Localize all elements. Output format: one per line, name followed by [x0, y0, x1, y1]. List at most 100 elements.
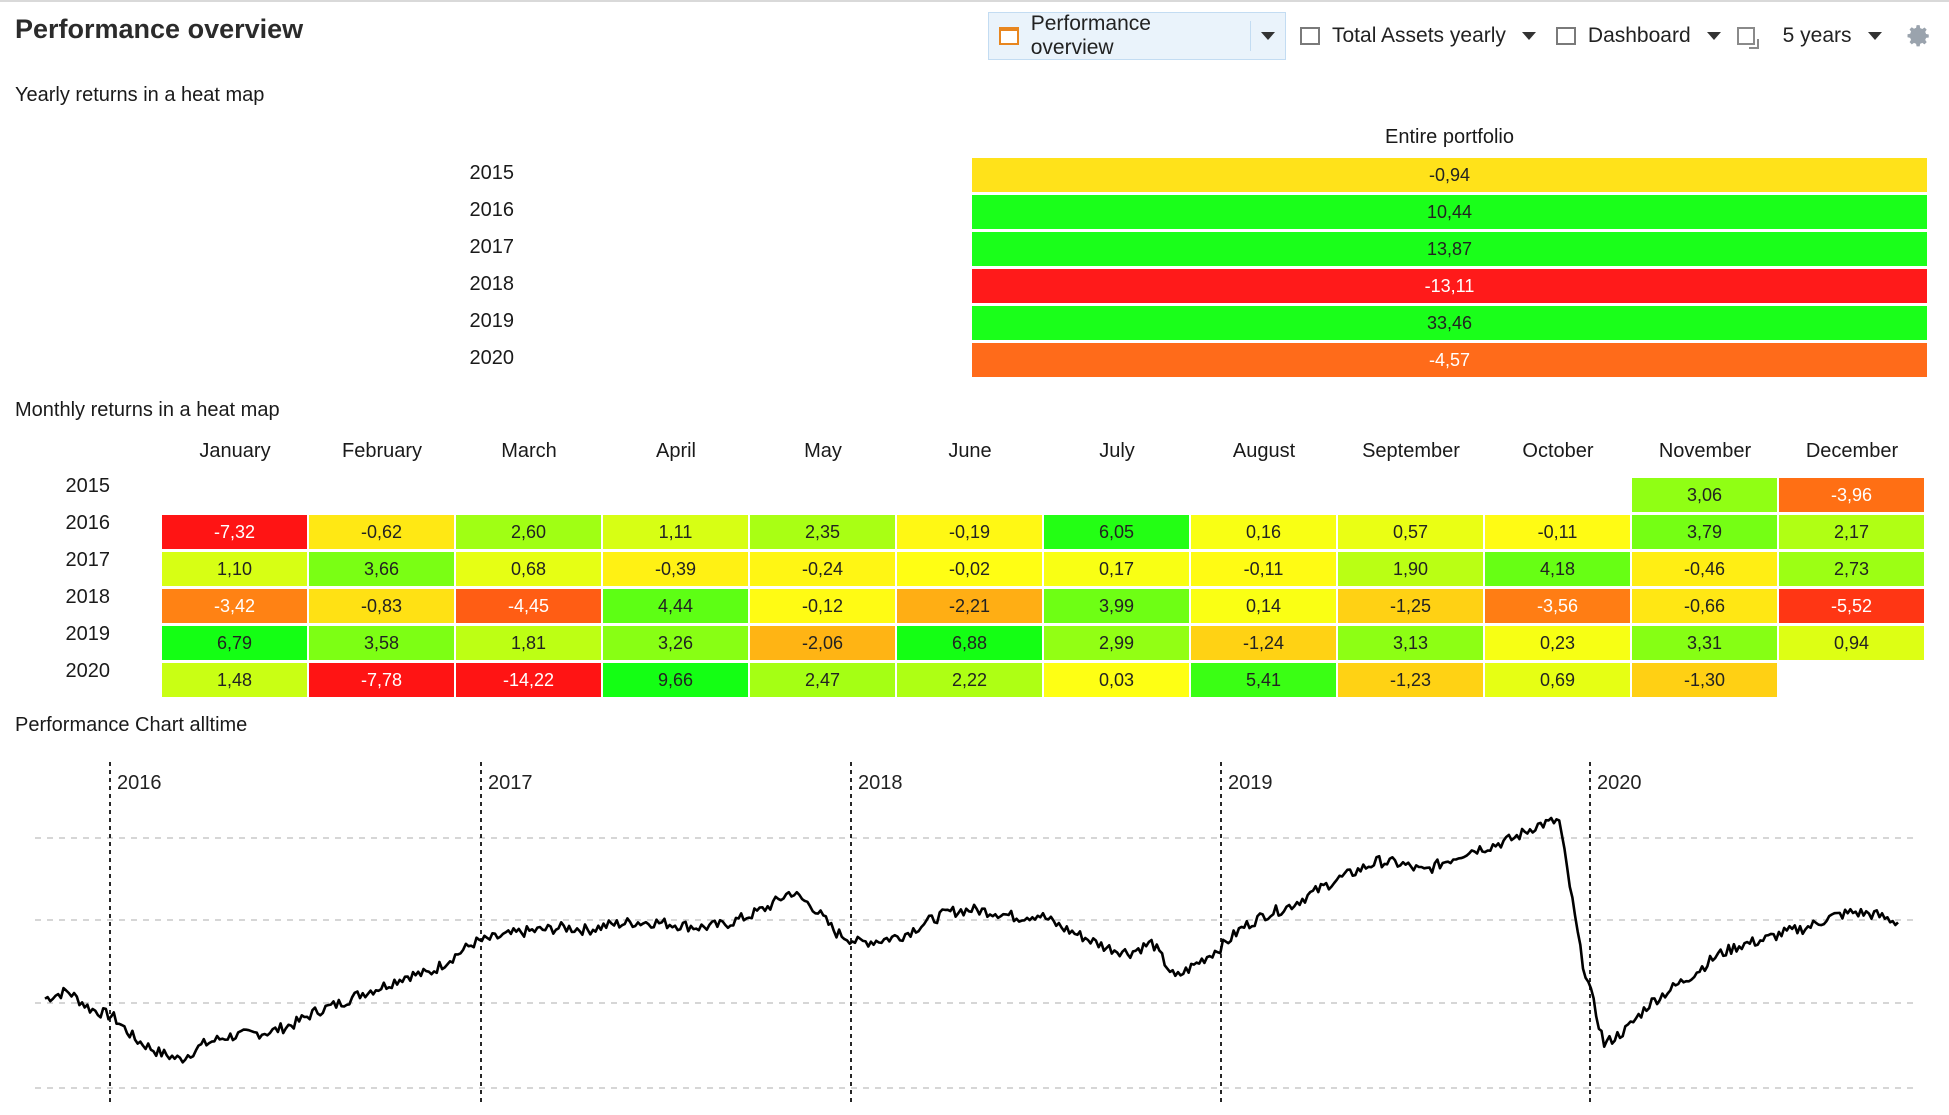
month-value-cell[interactable]: 0,68 [456, 552, 601, 586]
month-value-cell[interactable]: -0,11 [1191, 552, 1336, 586]
month-value-cell[interactable]: 1,90 [1338, 552, 1483, 586]
month-value-cell[interactable]: 0,03 [1044, 663, 1189, 697]
month-value-cell[interactable]: -1,30 [1632, 663, 1777, 697]
chart-section-label: Performance Chart alltime [15, 714, 248, 736]
month-value-cell[interactable]: 6,88 [897, 626, 1042, 660]
month-value-cell[interactable]: 1,48 [162, 663, 307, 697]
chart-view-icon [999, 27, 1019, 45]
gear-icon[interactable] [1906, 23, 1932, 49]
month-value-cell[interactable]: 2,60 [456, 515, 601, 549]
month-value-cell[interactable]: -3,56 [1485, 589, 1630, 623]
month-header: January [199, 440, 271, 462]
period-select[interactable]: 5 years [1773, 12, 1892, 60]
month-value-cell[interactable]: 2,47 [750, 663, 895, 697]
chevron-down-icon[interactable] [1867, 32, 1882, 40]
month-value-cell[interactable]: 3,58 [309, 626, 454, 660]
yearly-row: 2019 33,46 [0, 306, 1949, 343]
month-value-cell[interactable]: -1,25 [1338, 589, 1483, 623]
month-value-cell[interactable]: 0,17 [1044, 552, 1189, 586]
month-value-cell[interactable]: 3,26 [603, 626, 748, 660]
month-value-cell[interactable]: -1,24 [1191, 626, 1336, 660]
month-value-cell[interactable]: 6,05 [1044, 515, 1189, 549]
month-value-cell[interactable]: 0,14 [1191, 589, 1336, 623]
month-value-cell[interactable]: -0,02 [897, 552, 1042, 586]
month-value-cell[interactable]: 0,57 [1338, 515, 1483, 549]
yearly-value-cell[interactable]: 33,46 [972, 306, 1927, 340]
month-value-cell[interactable]: -0,19 [897, 515, 1042, 549]
month-value-cell[interactable]: -7,78 [309, 663, 454, 697]
yearly-row: 2020 -4,57 [0, 343, 1949, 380]
month-value-cell[interactable]: -0,39 [603, 552, 748, 586]
month-value-cell[interactable]: 3,06 [1632, 478, 1777, 512]
month-value-cell[interactable]: -0,46 [1632, 552, 1777, 586]
month-value-cell[interactable]: 0,23 [1485, 626, 1630, 660]
month-value-cell[interactable]: 2,17 [1779, 515, 1924, 549]
month-value-cell[interactable]: 3,13 [1338, 626, 1483, 660]
month-value-cell[interactable]: 0,16 [1191, 515, 1336, 549]
month-value-cell[interactable]: -0,66 [1632, 589, 1777, 623]
year-tick-label: 2018 [858, 772, 903, 794]
year-label: 2020 [469, 347, 515, 369]
month-value-cell[interactable]: 3,99 [1044, 589, 1189, 623]
new-chart-button[interactable] [1731, 12, 1773, 60]
month-header: July [1099, 440, 1135, 462]
month-value-cell[interactable]: -0,62 [309, 515, 454, 549]
yearly-row: 2016 10,44 [0, 195, 1949, 232]
yearly-value-cell[interactable]: -4,57 [972, 343, 1927, 377]
month-value-cell[interactable]: 0,69 [1485, 663, 1630, 697]
month-value-cell[interactable]: -0,24 [750, 552, 895, 586]
month-value-cell[interactable]: 5,41 [1191, 663, 1336, 697]
chevron-down-icon[interactable] [1261, 32, 1275, 40]
month-value-cell[interactable]: -7,32 [162, 515, 307, 549]
month-value-cell[interactable]: -14,22 [456, 663, 601, 697]
top-border [0, 0, 1949, 2]
month-value-cell[interactable]: 3,79 [1632, 515, 1777, 549]
month-value-cell[interactable]: 4,18 [1485, 552, 1630, 586]
month-value-cell[interactable]: -4,45 [456, 589, 601, 623]
month-value-cell[interactable]: 2,99 [1044, 626, 1189, 660]
year-label: 2016 [65, 512, 111, 534]
month-value-cell[interactable]: -3,42 [162, 589, 307, 623]
view-total-assets-yearly-button[interactable]: Total Assets yearly [1290, 12, 1546, 60]
month-value-cell[interactable]: -1,23 [1338, 663, 1483, 697]
month-value-cell[interactable]: -2,06 [750, 626, 895, 660]
toolbar: Performance overview Total Assets yearly… [988, 11, 1932, 61]
view-dashboard-button[interactable]: Dashboard [1546, 12, 1731, 60]
month-value-cell[interactable]: 9,66 [603, 663, 748, 697]
month-value-cell[interactable]: -0,12 [750, 589, 895, 623]
month-value-cell[interactable]: 2,35 [750, 515, 895, 549]
new-chart-icon [1736, 27, 1759, 49]
view-label: Dashboard [1587, 24, 1691, 47]
view-performance-overview-button[interactable]: Performance overview [988, 12, 1286, 60]
month-value-cell[interactable]: -2,21 [897, 589, 1042, 623]
month-value-cell[interactable]: 2,22 [897, 663, 1042, 697]
month-value-cell[interactable]: 3,66 [309, 552, 454, 586]
performance-chart[interactable]: 2016 2017 2018 2019 2020 [0, 750, 1949, 1115]
year-label: 2019 [469, 310, 515, 332]
month-value-cell[interactable]: 1,10 [162, 552, 307, 586]
yearly-value-cell[interactable]: 13,87 [972, 232, 1927, 266]
month-value-cell[interactable]: -3,96 [1779, 478, 1924, 512]
month-value-cell[interactable]: 2,73 [1779, 552, 1924, 586]
month-value-cell[interactable]: 6,79 [162, 626, 307, 660]
month-value-cell[interactable]: 3,31 [1632, 626, 1777, 660]
month-value-cell[interactable]: -0,11 [1485, 515, 1630, 549]
month-value-cell[interactable]: 1,81 [456, 626, 601, 660]
month-value-cell[interactable]: -0,83 [309, 589, 454, 623]
yearly-column-header: Entire portfolio [1385, 126, 1514, 148]
month-value-cell[interactable]: 0,94 [1779, 626, 1924, 660]
month-value-cell[interactable]: -5,52 [1779, 589, 1924, 623]
yearly-row: 2017 13,87 [0, 232, 1949, 269]
monthly-section-label: Monthly returns in a heat map [15, 399, 280, 421]
month-header: November [1658, 440, 1752, 462]
chevron-down-icon[interactable] [1706, 32, 1721, 40]
yearly-value-cell[interactable]: -0,94 [972, 158, 1927, 192]
chevron-down-icon[interactable] [1521, 32, 1536, 40]
month-header: October [1522, 440, 1594, 462]
month-value-cell[interactable]: 1,11 [603, 515, 748, 549]
yearly-value-cell[interactable]: 10,44 [972, 195, 1927, 229]
year-label: 2016 [469, 199, 515, 221]
page-title: Performance overview [15, 14, 304, 44]
month-value-cell[interactable]: 4,44 [603, 589, 748, 623]
yearly-value-cell[interactable]: -13,11 [972, 269, 1927, 303]
